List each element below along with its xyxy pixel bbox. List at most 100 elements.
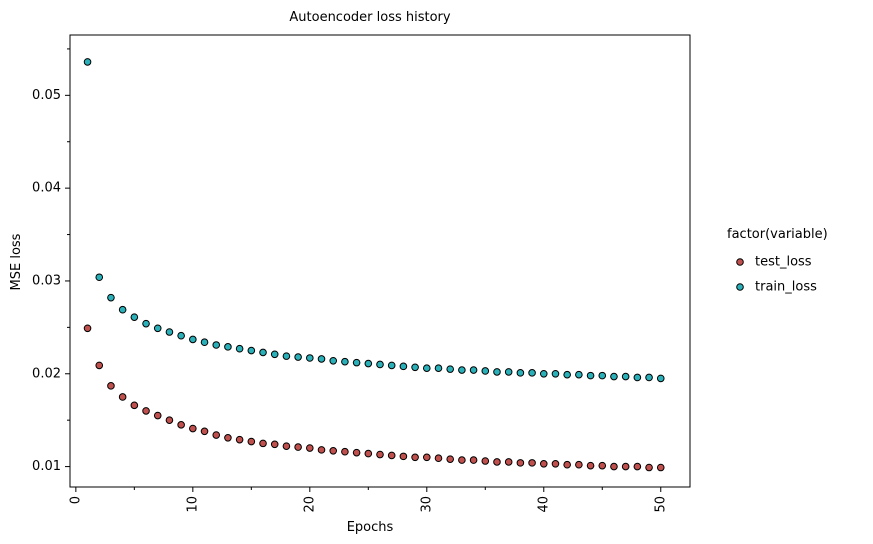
data-point-test_loss — [270, 440, 279, 449]
data-point-train_loss — [153, 324, 162, 333]
data-point-test_loss — [177, 421, 185, 429]
y-tick-label: 0.04 — [32, 181, 61, 196]
data-point-train_loss — [142, 319, 150, 328]
data-point-train_loss — [200, 338, 209, 347]
data-point-test_loss — [633, 462, 642, 471]
data-point-train_loss — [446, 365, 454, 373]
data-point-test_loss — [539, 459, 548, 468]
data-point-train_loss — [189, 335, 197, 344]
data-point-train_loss — [458, 366, 466, 374]
data-point-test_loss — [434, 454, 443, 463]
x-tick-label: 20 — [302, 496, 317, 513]
data-point-train_loss — [563, 370, 571, 379]
data-point-test_loss — [458, 456, 466, 464]
data-point-test_loss — [575, 460, 583, 469]
data-point-train_loss — [83, 58, 92, 66]
y-axis-ticks: 0.01 0.02 0.03 0.04 0.05 — [32, 48, 70, 474]
data-point-test_loss — [598, 461, 607, 470]
x-tick-label: 10 — [185, 496, 200, 513]
data-point-train_loss — [224, 343, 232, 351]
data-point-train_loss — [633, 373, 642, 382]
y-tick-label: 0.01 — [32, 459, 61, 474]
x-tick-label: 40 — [536, 496, 551, 513]
data-point-train_loss — [434, 364, 443, 372]
data-point-train_loss — [306, 354, 314, 362]
data-point-test_loss — [528, 459, 536, 467]
data-point-test_loss — [481, 457, 490, 465]
data-point-test_loss — [656, 463, 665, 472]
data-point-test_loss — [153, 411, 162, 420]
data-point-test_loss — [551, 459, 560, 468]
data-points — [83, 58, 665, 472]
data-point-test_loss — [130, 401, 139, 410]
data-point-train_loss — [551, 369, 560, 378]
y-tick-label: 0.03 — [32, 273, 61, 288]
data-point-train_loss — [118, 305, 127, 314]
data-point-test_loss — [83, 324, 92, 333]
data-point-test_loss — [621, 462, 630, 471]
data-point-test_loss — [224, 434, 232, 442]
data-point-test_loss — [422, 453, 431, 462]
x-axis-ticks: 0 10 20 30 40 50 — [68, 487, 668, 513]
x-axis-label: Epochs — [347, 520, 394, 535]
data-point-test_loss — [107, 382, 115, 390]
data-point-test_loss — [247, 437, 256, 446]
data-point-train_loss — [656, 374, 665, 383]
data-point-test_loss — [212, 431, 221, 439]
legend-marker-test_loss — [736, 258, 744, 266]
data-point-train_loss — [610, 372, 618, 381]
data-point-test_loss — [610, 462, 618, 471]
data-point-test_loss — [142, 407, 150, 415]
y-tick-label: 0.05 — [32, 88, 61, 103]
data-point-train_loss — [481, 367, 490, 375]
data-point-train_loss — [575, 370, 583, 379]
data-point-train_loss — [259, 348, 267, 357]
data-point-train_loss — [493, 368, 501, 376]
data-point-train_loss — [387, 361, 396, 370]
data-point-train_loss — [282, 352, 291, 360]
data-point-train_loss — [294, 353, 302, 361]
data-point-test_loss — [235, 435, 244, 444]
data-point-test_loss — [200, 427, 209, 436]
data-point-train_loss — [528, 369, 536, 377]
data-point-test_loss — [586, 461, 595, 470]
data-point-test_loss — [165, 416, 174, 424]
data-point-train_loss — [177, 331, 185, 340]
data-point-test_loss — [446, 455, 454, 463]
legend-label-train_loss: train_loss — [755, 280, 817, 295]
data-point-train_loss — [95, 273, 104, 282]
data-point-train_loss — [107, 293, 115, 302]
x-tick-label: 30 — [419, 496, 434, 513]
data-point-test_loss — [282, 442, 291, 450]
data-point-train_loss — [364, 359, 373, 368]
data-point-test_loss — [294, 443, 302, 451]
data-point-train_loss — [270, 350, 279, 359]
data-point-test_loss — [317, 446, 326, 454]
data-point-test_loss — [352, 448, 361, 457]
data-point-train_loss — [504, 368, 513, 376]
legend-label-test_loss: test_loss — [755, 255, 812, 270]
data-point-test_loss — [341, 447, 349, 456]
data-point-train_loss — [317, 355, 326, 363]
data-point-test_loss — [469, 456, 478, 464]
plot-area — [69, 34, 691, 488]
data-point-train_loss — [411, 363, 419, 372]
data-point-train_loss — [539, 369, 548, 378]
data-point-train_loss — [235, 344, 244, 353]
data-point-train_loss — [621, 372, 630, 381]
data-point-test_loss — [95, 361, 104, 370]
data-point-test_loss — [329, 447, 338, 455]
y-axis-label: MSE loss — [9, 233, 24, 290]
legend-title: factor(variable) — [727, 227, 828, 242]
data-point-train_loss — [247, 346, 256, 355]
data-point-train_loss — [165, 328, 174, 336]
data-point-train_loss — [645, 373, 653, 382]
data-point-test_loss — [645, 463, 653, 472]
data-point-test_loss — [118, 393, 127, 401]
legend: factor(variable) test_loss train_loss — [727, 227, 828, 295]
data-point-test_loss — [376, 450, 384, 459]
data-point-train_loss — [399, 362, 408, 371]
legend-marker-train_loss — [736, 283, 744, 291]
data-point-test_loss — [516, 459, 525, 467]
